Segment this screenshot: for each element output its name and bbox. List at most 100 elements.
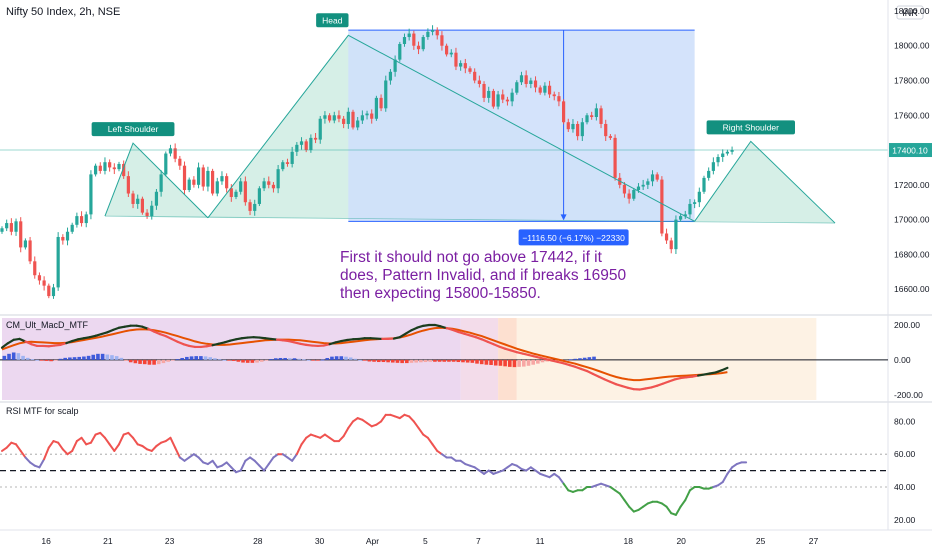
currency-badge[interactable] <box>896 5 924 20</box>
candle[interactable] <box>543 82 547 96</box>
candle[interactable] <box>365 110 369 120</box>
candle[interactable] <box>75 212 79 228</box>
candle[interactable] <box>370 109 374 124</box>
candle[interactable] <box>234 189 238 200</box>
annotation-line-3[interactable]: then expecting 15800-15850. <box>340 285 541 302</box>
candle[interactable] <box>463 58 467 74</box>
candle[interactable] <box>384 75 388 112</box>
candle[interactable] <box>276 164 280 194</box>
candle[interactable] <box>445 43 449 57</box>
candle[interactable] <box>412 30 416 50</box>
candle[interactable] <box>721 149 725 162</box>
candle[interactable] <box>136 194 140 209</box>
candle[interactable] <box>608 134 612 140</box>
candle[interactable] <box>491 88 495 109</box>
candle[interactable] <box>627 189 631 204</box>
candle[interactable] <box>533 76 538 93</box>
candle[interactable] <box>725 149 729 156</box>
candle[interactable] <box>510 88 514 107</box>
candle[interactable] <box>449 49 453 58</box>
candle[interactable] <box>515 80 519 95</box>
candle[interactable] <box>154 188 159 210</box>
candle[interactable] <box>398 41 402 62</box>
candle[interactable] <box>557 91 561 107</box>
candle[interactable] <box>89 170 93 220</box>
candle[interactable] <box>108 159 112 172</box>
annotation-line-2[interactable]: does, Pattern Invalid, and if breaks 169… <box>340 267 626 284</box>
candle[interactable] <box>253 199 257 216</box>
candle[interactable] <box>711 157 715 175</box>
candle[interactable] <box>622 182 627 198</box>
current-price-badge[interactable] <box>889 143 932 158</box>
candle[interactable] <box>655 172 659 182</box>
candle[interactable] <box>571 119 575 133</box>
candle[interactable] <box>103 157 107 175</box>
candle[interactable] <box>192 176 196 188</box>
candle[interactable] <box>225 173 229 193</box>
candle[interactable] <box>440 31 444 51</box>
candle[interactable] <box>688 199 692 218</box>
candle[interactable] <box>547 80 552 98</box>
candle[interactable] <box>257 186 261 207</box>
candle[interactable] <box>243 176 247 206</box>
candle[interactable] <box>51 283 56 299</box>
candle[interactable] <box>9 218 13 236</box>
candle[interactable] <box>599 105 603 129</box>
candle[interactable] <box>112 163 116 175</box>
candle[interactable] <box>220 171 224 185</box>
candle[interactable] <box>70 222 74 234</box>
candle[interactable] <box>416 41 421 55</box>
candle[interactable] <box>14 218 18 236</box>
candle[interactable] <box>576 121 580 141</box>
candle[interactable] <box>487 86 491 103</box>
candle[interactable] <box>271 182 276 193</box>
candle[interactable] <box>248 199 252 216</box>
candle[interactable] <box>346 107 350 129</box>
candle[interactable] <box>215 177 219 197</box>
candle[interactable] <box>19 217 23 253</box>
candle[interactable] <box>482 81 486 103</box>
candle[interactable] <box>501 89 505 104</box>
candle[interactable] <box>117 161 121 172</box>
candle[interactable] <box>140 196 144 215</box>
candle[interactable] <box>693 199 697 209</box>
candle[interactable] <box>0 226 4 234</box>
candle[interactable] <box>262 177 266 192</box>
candle[interactable] <box>566 118 570 132</box>
candle[interactable] <box>79 211 84 227</box>
candle[interactable] <box>660 176 664 237</box>
candle[interactable] <box>473 68 477 84</box>
candle[interactable] <box>604 119 608 142</box>
candle[interactable] <box>164 151 168 177</box>
candle[interactable] <box>56 232 60 291</box>
candle[interactable] <box>196 162 201 189</box>
candle[interactable] <box>421 34 425 52</box>
candle[interactable] <box>47 283 51 299</box>
candle[interactable] <box>468 66 472 74</box>
candle[interactable] <box>159 170 163 197</box>
candle[interactable] <box>23 238 27 250</box>
candle[interactable] <box>730 146 734 155</box>
candle[interactable] <box>182 161 187 195</box>
macd-pane[interactable] <box>0 318 888 400</box>
candle[interactable] <box>538 85 542 95</box>
candle[interactable] <box>388 69 393 85</box>
candle[interactable] <box>426 28 430 40</box>
candle[interactable] <box>281 160 285 172</box>
candle[interactable] <box>552 91 556 101</box>
candle[interactable] <box>267 176 271 189</box>
candle[interactable] <box>84 211 88 228</box>
candle[interactable] <box>562 99 566 125</box>
candle[interactable] <box>697 187 701 208</box>
candle[interactable] <box>393 55 397 77</box>
candle[interactable] <box>318 115 322 144</box>
candle[interactable] <box>173 143 177 163</box>
annotation-line-1[interactable]: First it should not go above 17442, if i… <box>340 249 603 266</box>
candle[interactable] <box>342 115 346 129</box>
candle[interactable] <box>590 111 594 120</box>
candle[interactable] <box>61 234 65 245</box>
candle[interactable] <box>585 113 589 125</box>
candle[interactable] <box>683 210 687 219</box>
rsi-pane[interactable] <box>0 413 888 516</box>
candle[interactable] <box>328 113 332 123</box>
